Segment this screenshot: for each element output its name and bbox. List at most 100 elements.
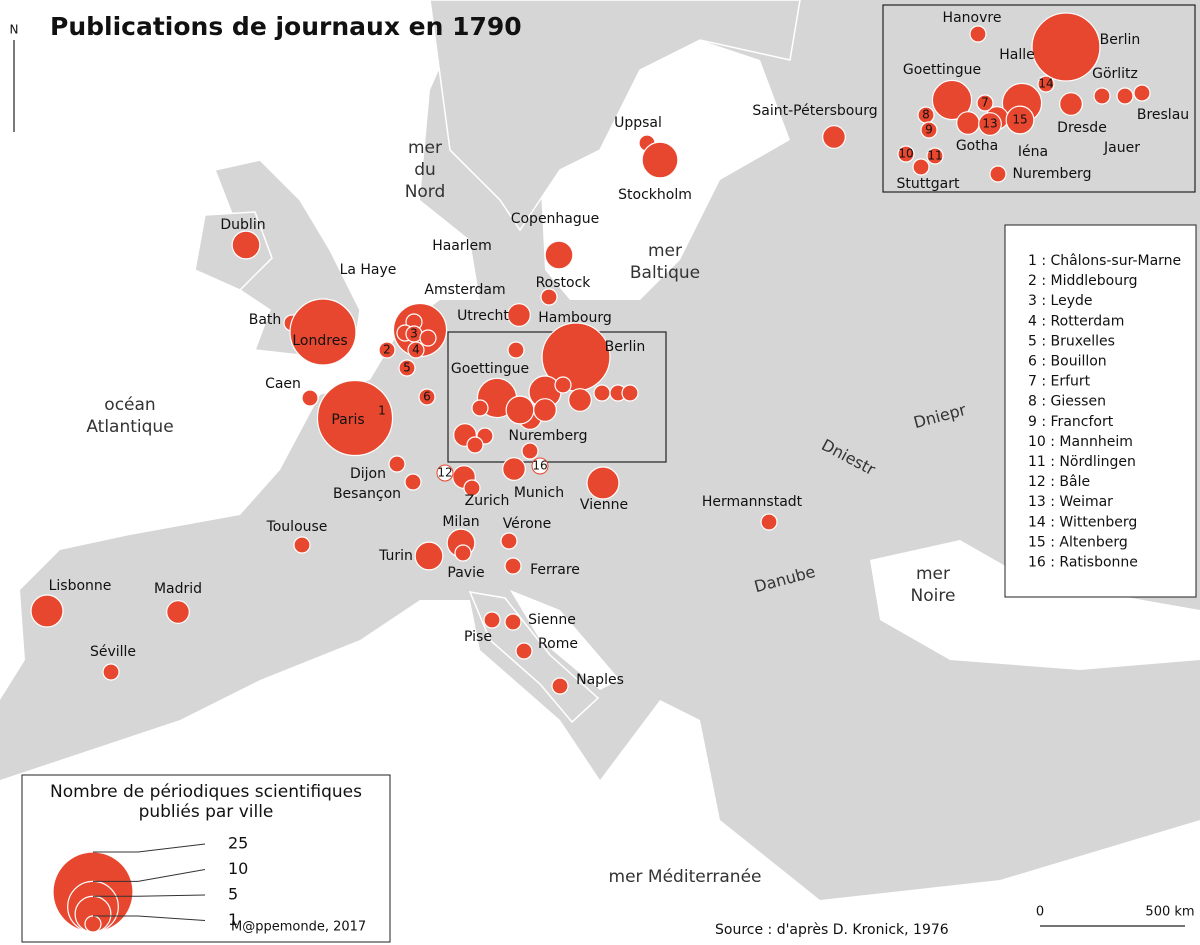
legend-title: publiés par ville: [139, 802, 274, 822]
city-circle: [554, 376, 572, 394]
city-circle: [551, 677, 569, 695]
source: Source : d'après D. Kronick, 1976: [715, 922, 949, 938]
city-label: Iéna: [1018, 144, 1048, 160]
key-item: 12 : Bâle: [1028, 474, 1090, 490]
city-label: Pavie: [447, 565, 484, 581]
city-circle: [912, 158, 930, 176]
city-label: Sienne: [528, 612, 576, 628]
city-label: Nuremberg: [1013, 166, 1092, 182]
key-item: 3 : Leyde: [1028, 293, 1092, 309]
sea-label: mer du Nord: [405, 138, 446, 202]
city-circle: [293, 536, 311, 554]
city-circle: [926, 147, 944, 165]
number-label: 2: [383, 343, 391, 357]
city-label: Breslau: [1137, 107, 1189, 123]
city-circle: [897, 145, 915, 163]
city-circle: [388, 455, 406, 473]
city-label: Caen: [265, 376, 301, 392]
city-label: Jauer: [1103, 140, 1140, 156]
key-item: 5 : Bruxelles: [1028, 333, 1115, 349]
city-label: Görlitz: [1092, 66, 1138, 82]
number-label: 9: [925, 123, 933, 137]
city-circle: [568, 388, 592, 412]
city-circle: [586, 466, 620, 500]
key-item: 2 : Middlebourg: [1028, 273, 1138, 289]
city-label: Stockholm: [618, 187, 692, 203]
city-circle: [507, 341, 525, 359]
sea-label: océan Atlantique: [86, 395, 173, 437]
city-label: Nuremberg: [509, 428, 588, 444]
city-circle: [760, 513, 778, 531]
city-label: Vienne: [580, 497, 628, 513]
city-circle: [521, 442, 539, 460]
key-item: 14 : Wittenberg: [1028, 514, 1137, 530]
key-item: 10 : Mannheim: [1028, 434, 1133, 450]
sea-label: mer Noire: [911, 564, 956, 606]
city-label: Rome: [538, 636, 578, 652]
adriatic: [510, 590, 620, 690]
city-label: Copenhague: [511, 211, 600, 227]
legend-label: 25: [228, 834, 248, 853]
key-item: 11 : Nördlingen: [1028, 454, 1136, 470]
city-circle: [822, 125, 846, 149]
city-circle: [500, 532, 518, 550]
city-label: Dijon: [350, 466, 386, 482]
city-label: Turin: [378, 548, 413, 564]
number-label: 14: [1038, 77, 1053, 91]
key-item: 6 : Bouillon: [1028, 354, 1107, 370]
city-circle: [593, 384, 611, 402]
city-circle: [1133, 84, 1151, 102]
city-circle: [1116, 87, 1134, 105]
city-circle: [969, 25, 987, 43]
key-item: 7 : Erfurt: [1028, 374, 1091, 390]
city-label: Paris: [331, 412, 364, 428]
city-label: Stuttgart: [897, 176, 960, 192]
city-circle: [1031, 12, 1101, 82]
number-badge: [436, 464, 454, 482]
north-label: N: [10, 23, 19, 37]
legend-label: 10: [228, 859, 248, 878]
city-circle: [166, 600, 190, 624]
legend-leader: [93, 894, 206, 897]
legend-leader: [93, 915, 206, 921]
legend-leader: [93, 869, 206, 882]
city-circle: [463, 479, 481, 497]
number-label: 7: [981, 96, 989, 110]
scale-label: 500 km: [1145, 905, 1194, 920]
city-label: Dresde: [1057, 120, 1107, 136]
city-circle: [1059, 92, 1083, 116]
city-circle: [504, 557, 522, 575]
legend-label: 1: [228, 910, 238, 929]
sea-label: mer Baltique: [630, 241, 700, 283]
city-circle: [30, 594, 64, 628]
legend-circle: [84, 915, 102, 933]
key-item: 9 : Francfort: [1028, 414, 1114, 430]
city-circle: [378, 341, 396, 359]
city-label: Goettingue: [451, 361, 529, 377]
city-label: Lisbonne: [49, 578, 112, 594]
city-circle: [515, 642, 533, 660]
number-label: 5: [403, 361, 411, 375]
city-circle: [301, 389, 319, 407]
city-circle: [1037, 75, 1055, 93]
city-circle: [231, 230, 261, 260]
city-circle: [1093, 87, 1111, 105]
city-label: Berlin: [1100, 32, 1141, 48]
number-label: 4: [412, 343, 420, 357]
city-label: Utrecht: [457, 308, 509, 324]
city-circle: [316, 379, 394, 457]
key-item: 4 : Rotterdam: [1028, 313, 1124, 329]
city-circle: [931, 79, 973, 121]
city-label: Dublin: [220, 217, 265, 233]
city-label: Berlin: [605, 339, 646, 355]
key-item: 13 : Weimar: [1028, 494, 1113, 510]
city-circle: [1005, 105, 1035, 135]
number-label: 11: [927, 149, 942, 163]
city-label: Besançon: [333, 486, 401, 502]
city-circle: [956, 111, 980, 135]
city-circle: [398, 359, 416, 377]
scale-label: 0: [1036, 905, 1044, 920]
city-label: Zurich: [465, 493, 510, 509]
city-circle: [289, 298, 357, 366]
city-circle: [621, 384, 639, 402]
